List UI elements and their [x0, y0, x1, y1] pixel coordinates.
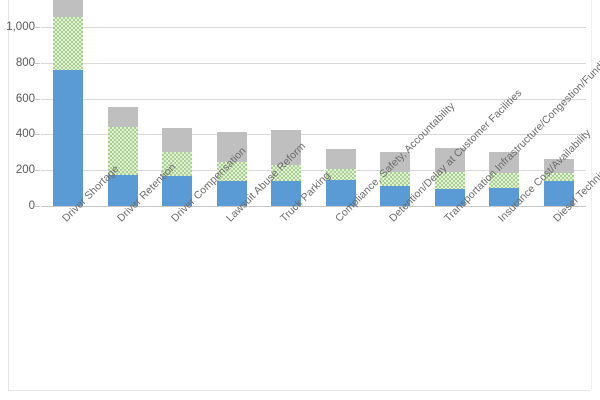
- chart-frame-right-border: [591, 0, 592, 390]
- bar-group[interactable]: [216, 131, 247, 206]
- y-axis-tick-label: 600: [15, 92, 35, 105]
- bar-group[interactable]: [53, 0, 84, 206]
- plot-area: [41, 0, 586, 207]
- bar-segment-gray: [489, 152, 520, 173]
- y-axis-tick-mark: [35, 206, 40, 207]
- bar-group[interactable]: [380, 151, 411, 206]
- bar-group[interactable]: [107, 107, 138, 206]
- bar-segment-gray: [271, 129, 302, 165]
- bar-segment-gray: [162, 127, 193, 152]
- gridline: [41, 98, 586, 100]
- bar-segment-gray: [107, 107, 138, 127]
- bar-segment-green: [271, 164, 302, 181]
- y-axis-tick-label: 400: [15, 128, 35, 141]
- bar-segment-gray: [434, 148, 465, 172]
- bar-segment-blue: [162, 175, 193, 206]
- bar-segment-blue: [434, 189, 465, 206]
- y-axis-tick-mark: [35, 98, 40, 100]
- y-axis-tick-mark: [35, 62, 40, 64]
- bar-layer: [41, 0, 586, 206]
- bar-group[interactable]: [325, 149, 356, 206]
- bar-group[interactable]: [271, 129, 302, 206]
- bar-segment-green: [543, 172, 574, 181]
- bar-segment-green: [489, 172, 520, 188]
- bar-group[interactable]: [543, 158, 574, 206]
- bar-segment-gray: [216, 131, 247, 162]
- gridline: [41, 170, 586, 172]
- gridline: [41, 62, 586, 64]
- bar-segment-blue: [271, 180, 302, 206]
- bar-segment-gray: [380, 151, 411, 172]
- y-axis-tick-mark: [35, 27, 40, 28]
- gridline: [41, 134, 586, 136]
- y-axis-tick-label: 200: [15, 164, 35, 177]
- chart-frame-left-border: [8, 0, 9, 390]
- y-axis-tick-label: 800: [15, 56, 35, 69]
- bar-segment-green: [107, 126, 138, 176]
- y-axis-tick-label: 0: [28, 200, 35, 212]
- chart-frame-bottom-border: [8, 390, 591, 391]
- bar-segment-blue: [489, 187, 520, 206]
- bar-segment-green: [53, 17, 84, 70]
- bar-group[interactable]: [489, 152, 520, 206]
- bar-segment-blue: [543, 180, 574, 206]
- bar-segment-gray: [543, 158, 574, 173]
- axis-baseline: [41, 206, 586, 207]
- bar-segment-green: [380, 172, 411, 186]
- bar-group[interactable]: [162, 127, 193, 206]
- bar-segment-green: [434, 172, 465, 189]
- bar-group[interactable]: [434, 148, 465, 206]
- bar-segment-gray: [325, 149, 356, 169]
- bar-segment-blue: [380, 185, 411, 206]
- bar-segment-blue: [53, 69, 84, 206]
- bar-segment-gray: [53, 0, 84, 17]
- bar-segment-green: [325, 168, 356, 181]
- gridline: [41, 27, 586, 28]
- bar-segment-green: [216, 161, 247, 181]
- bar-segment-blue: [216, 180, 247, 206]
- bar-segment-blue: [325, 180, 356, 206]
- y-axis-tick-mark: [35, 170, 40, 172]
- bar-segment-green: [162, 151, 193, 176]
- x-axis-category-labels: Driver Shortage Driver Retention Driver Co…: [41, 51, 600, 397]
- y-axis-tick-mark: [35, 134, 40, 136]
- y-axis-tick-label: 1,000: [6, 21, 35, 33]
- bar-segment-blue: [107, 175, 138, 206]
